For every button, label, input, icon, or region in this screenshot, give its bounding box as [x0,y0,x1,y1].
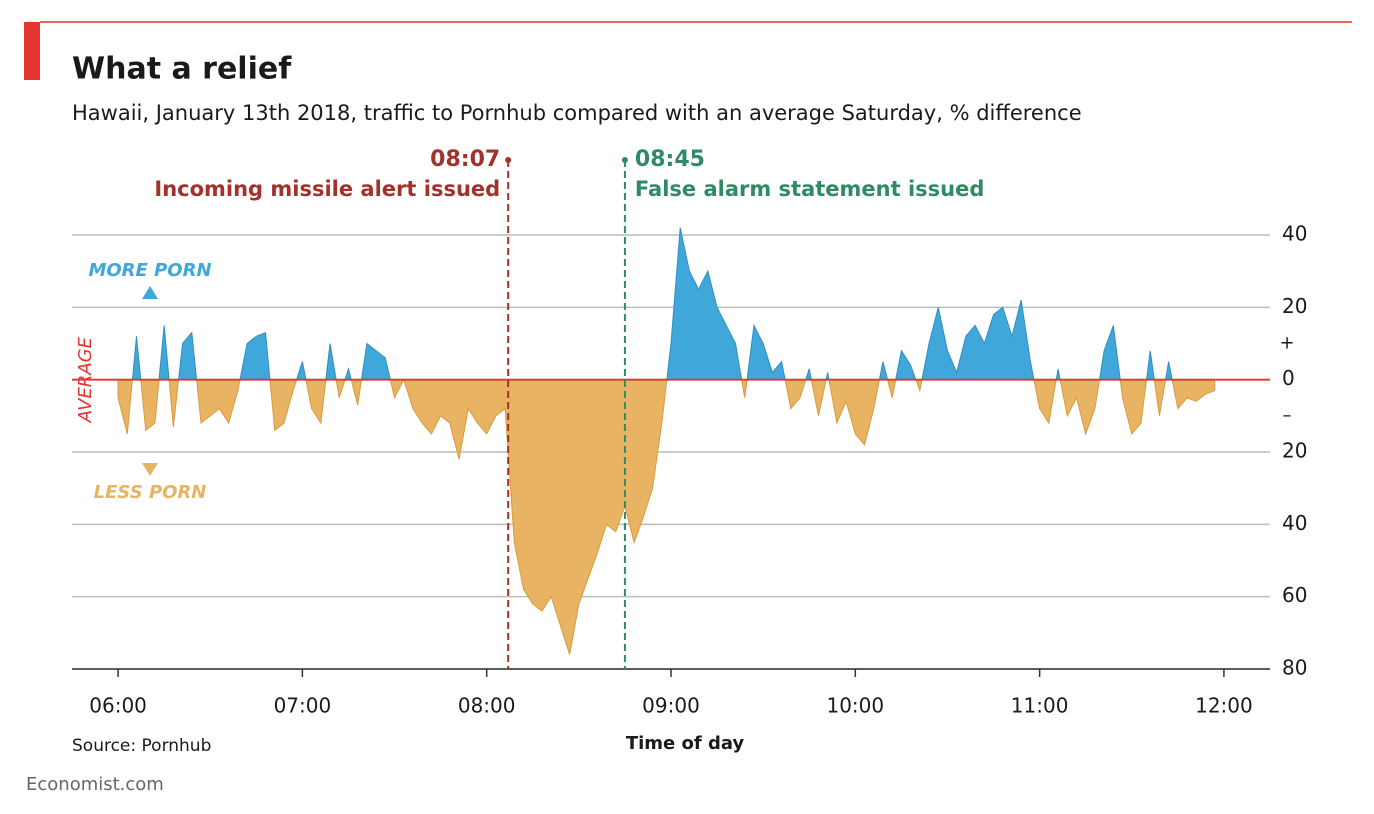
event-dot [505,157,512,163]
event-time: 08:45 [635,147,705,172]
event-label: Incoming missile alert issued [154,177,500,201]
event-time: 08:07 [430,147,500,172]
y-tick-label: 0 [1282,366,1295,390]
x-tick-label: 12:00 [1195,694,1253,718]
sign-mark: – [1283,405,1292,426]
y-tick-label: 40 [1282,222,1307,246]
subtitle: Hawaii, January 13th 2018, traffic to Po… [72,101,1082,125]
more-arrow [142,286,158,299]
x-tick-label: 07:00 [274,694,332,718]
event-dot [621,157,628,163]
x-tick-label: 06:00 [89,694,147,718]
area-above [117,227,1216,380]
x-tick-label: 11:00 [1011,694,1069,718]
less-label: LESS PORN [94,482,207,503]
less-arrow [142,463,158,476]
y-tick-label: 20 [1282,439,1307,463]
x-tick-label: 09:00 [642,694,700,718]
x-tick-label: 08:00 [458,694,516,718]
y-tick-label: 60 [1282,583,1307,607]
title-tag [24,22,40,80]
chart-title: What a relief [72,52,292,87]
event-label: False alarm statement issued [635,177,984,201]
sign-mark: + [1279,333,1294,354]
average-label: AVERAGE [75,336,96,423]
more-label: MORE PORN [88,260,211,281]
footer: Economist.com [26,774,164,795]
area-below [117,379,1216,655]
x-axis-label: Time of day [626,733,745,754]
y-tick-label: 80 [1282,656,1307,680]
y-tick-label: 20 [1282,294,1307,318]
x-tick-label: 10:00 [826,694,884,718]
source: Source: Pornhub [72,736,211,756]
y-tick-label: 40 [1282,511,1307,535]
